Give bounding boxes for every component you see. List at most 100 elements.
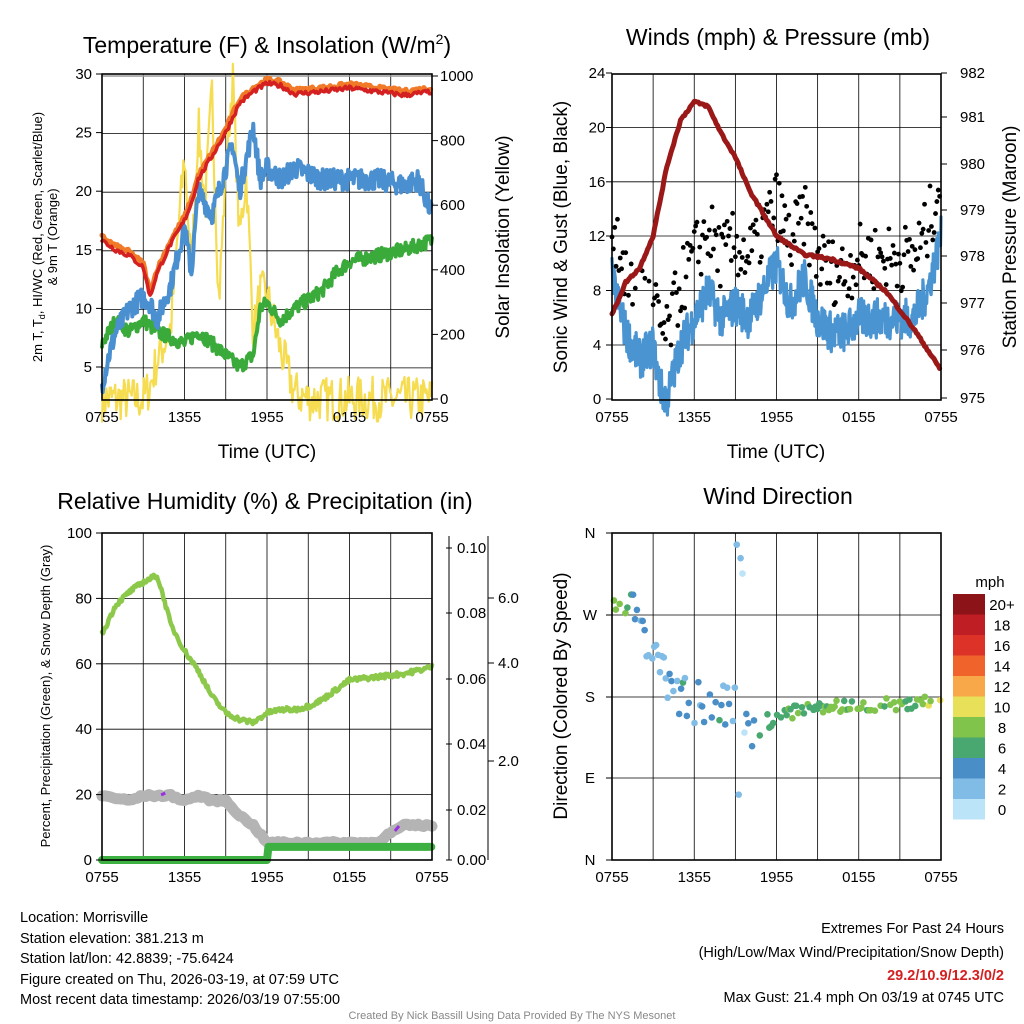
gust-point: [646, 278, 652, 284]
gust-point: [901, 252, 907, 258]
direction-point: [846, 705, 854, 713]
gust-point: [671, 280, 677, 286]
direction-point: [777, 714, 785, 721]
direction-point: [695, 678, 702, 686]
gust-point: [868, 237, 874, 243]
colorbar-label: 8: [998, 720, 1006, 737]
gust-point: [845, 293, 851, 299]
gust-point: [720, 234, 726, 240]
gust-point: [642, 275, 648, 281]
colorbar-label: 14: [994, 659, 1011, 676]
direction-point: [927, 697, 934, 705]
gust-point: [630, 301, 635, 307]
gust-point: [922, 201, 927, 207]
gust-point: [753, 217, 759, 223]
direction-point: [750, 717, 758, 724]
direction-point: [794, 709, 802, 717]
gust-point: [650, 302, 656, 308]
direction-point: [921, 693, 929, 701]
gust-point: [907, 236, 912, 242]
extremes-legend: (High/Low/Max Wind/Precipitation/Snow De…: [699, 945, 1004, 961]
x-tick-label: 1355: [168, 869, 201, 886]
direction-point: [848, 698, 856, 705]
y-tick-label: 0.10: [457, 540, 486, 557]
credit-text: Created By Nick Bassill Using Data Provi…: [349, 1010, 676, 1022]
gust-point: [708, 253, 714, 259]
x-tick-label: 0155: [333, 869, 366, 886]
direction-point: [831, 703, 838, 710]
direction-point: [641, 626, 648, 634]
x-tick-label: 0755: [595, 409, 628, 426]
gust-point: [881, 258, 886, 264]
gust-point: [819, 266, 825, 272]
gust-point: [694, 219, 700, 225]
direction-point: [743, 710, 750, 718]
colorbar-swatch: [953, 717, 985, 738]
panel1-title: Temperature (F) & Insolation (W/m2): [83, 31, 451, 58]
direction-point: [683, 712, 691, 720]
y-tick-label: 6.0: [498, 590, 519, 607]
gust-point: [675, 323, 681, 328]
y-tick-label: 4: [593, 337, 601, 354]
gust-point: [789, 262, 794, 268]
x-tick-label: 1955: [760, 869, 793, 886]
y-tick-label: 30: [75, 66, 92, 83]
snow-marker: [160, 791, 166, 797]
direction-point: [721, 721, 729, 728]
gust-point: [900, 284, 906, 290]
direction-point: [906, 696, 913, 703]
direction-point: [666, 670, 673, 678]
gust-point: [698, 271, 704, 277]
panel4-ylabel: Direction (Colored By Speed): [551, 572, 572, 819]
y-tick-label: 200: [440, 326, 465, 343]
panel2-xlabel: Time (UTC): [727, 442, 826, 463]
gust-point: [820, 233, 826, 239]
direction-point: [706, 691, 714, 698]
direction-point: [708, 714, 716, 721]
direction-point: [881, 703, 888, 710]
gust-point: [929, 224, 934, 229]
y-tick-label: 978: [960, 248, 985, 265]
y-tick-label: 5: [84, 359, 92, 376]
winds-panel: Winds (mph) & Pressure (mb) 0755 1355 1955…: [551, 24, 1021, 463]
y-tick-label: 1000: [440, 68, 473, 85]
gust-point: [839, 246, 845, 252]
direction-point: [716, 716, 723, 724]
colorbar-swatch: [953, 778, 985, 799]
gust-point: [730, 210, 736, 216]
sonic-wind-line: [610, 215, 943, 417]
gust-point: [732, 254, 738, 260]
direction-point: [662, 675, 670, 682]
temp-2m-line: [100, 79, 433, 297]
gust-point: [615, 216, 620, 222]
direction-point: [612, 606, 620, 613]
gust-point: [875, 254, 881, 260]
colorbar: 20+ 18 16 14 12 10 8 6 4 2 0: [953, 594, 1015, 820]
y-tick-label: N: [585, 525, 596, 542]
y-tick-label: 100: [67, 525, 92, 542]
y-tick-label: 20: [75, 787, 92, 804]
direction-point: [723, 684, 731, 691]
gust-point: [623, 250, 629, 256]
gust-point: [790, 232, 796, 237]
colorbar-label: 0: [998, 802, 1006, 819]
panel3-title: Relative Humidity (%) & Precipitation (i…: [57, 488, 472, 514]
gust-point: [802, 184, 808, 190]
gust-point: [741, 237, 746, 243]
gust-point: [897, 260, 903, 266]
gust-point: [898, 288, 904, 294]
panel1-ylabel: 2m T, Td, HI/WC (Red, Green, Scarlet/Blu…: [30, 112, 47, 362]
gust-point: [768, 199, 774, 204]
direction-point: [633, 606, 641, 614]
y-tick-label: 15: [75, 242, 92, 259]
latlon-text: Station lat/lon: 42.8839; -75.6424: [20, 951, 234, 967]
gust-point: [779, 193, 785, 199]
wind-direction-panel: Wind Direction 0755 1355 1955 0155 0755NWSEN…: [551, 483, 1015, 886]
gust-point: [754, 231, 760, 237]
direction-point: [840, 697, 848, 705]
gust-point: [883, 282, 889, 287]
direction-point: [691, 719, 698, 727]
gust-point: [863, 253, 869, 259]
direction-point: [800, 710, 808, 717]
gust-point: [826, 239, 831, 245]
